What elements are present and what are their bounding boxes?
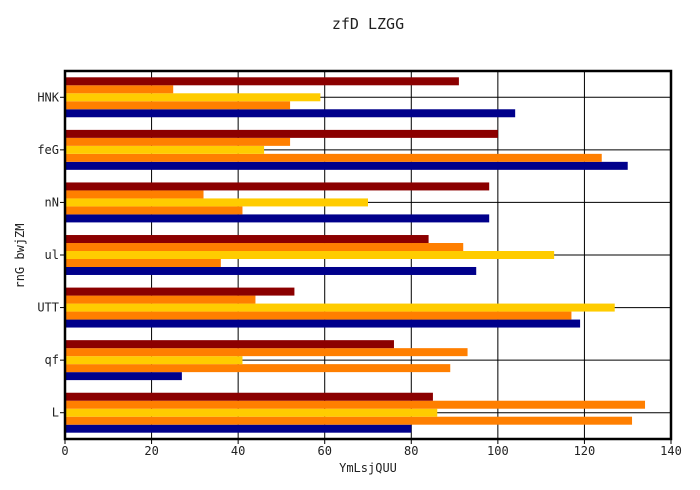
plot-frame [63,69,673,441]
bars-group [65,77,646,433]
bar [65,311,572,320]
y-tick-label: nN [45,195,59,209]
bar [65,206,243,215]
bar [65,303,615,312]
bar [65,93,321,102]
bar [65,287,295,296]
x-tick-label: 0 [61,444,68,458]
x-tick-label: 100 [487,444,509,458]
bar [65,190,204,199]
bar [65,235,429,244]
chart-title: zfD LZGG [332,15,404,33]
bar [65,356,243,365]
bar [65,258,221,267]
y-tick-label: HNK [37,90,59,104]
bar [65,372,182,381]
y-tick-label: ul [45,248,59,262]
x-tick-labels: 0 20 40 60 80 100 120 140 [61,439,682,458]
bar [65,416,633,425]
bar [65,319,581,328]
bar [65,340,394,349]
bar [65,182,490,191]
bar [65,109,516,118]
bar [65,408,438,417]
y-tick-labels: Lqf UTT ul nN feG HNK [37,90,65,420]
x-axis-label: YmLsjQUU [339,461,397,475]
bar [65,214,490,223]
x-tick-label: 120 [574,444,596,458]
bar [65,198,368,207]
bar [65,364,451,373]
bar [65,400,646,409]
bar [65,348,468,357]
x-tick-label: 140 [660,444,682,458]
bar [65,295,256,304]
bar [65,424,412,433]
bar [65,129,498,138]
x-tick-label: 80 [404,444,418,458]
x-tick-label: 20 [144,444,158,458]
y-tick-label: feG [37,143,59,157]
bar [65,77,459,86]
bar [65,145,265,154]
bar [65,266,477,275]
bar [65,161,628,170]
bar [65,153,602,162]
y-axis-label: rnG bwjZM [13,223,27,288]
bar [65,392,433,401]
bar [65,137,291,146]
bar [65,243,464,252]
y-tick-label: L [52,406,59,420]
bar [65,85,174,94]
bar [65,251,555,259]
bar [65,101,291,110]
x-tick-label: 60 [317,444,331,458]
x-tick-label: 40 [231,444,245,458]
y-tick-label: qf [45,353,59,367]
y-tick-label: UTT [37,301,59,315]
